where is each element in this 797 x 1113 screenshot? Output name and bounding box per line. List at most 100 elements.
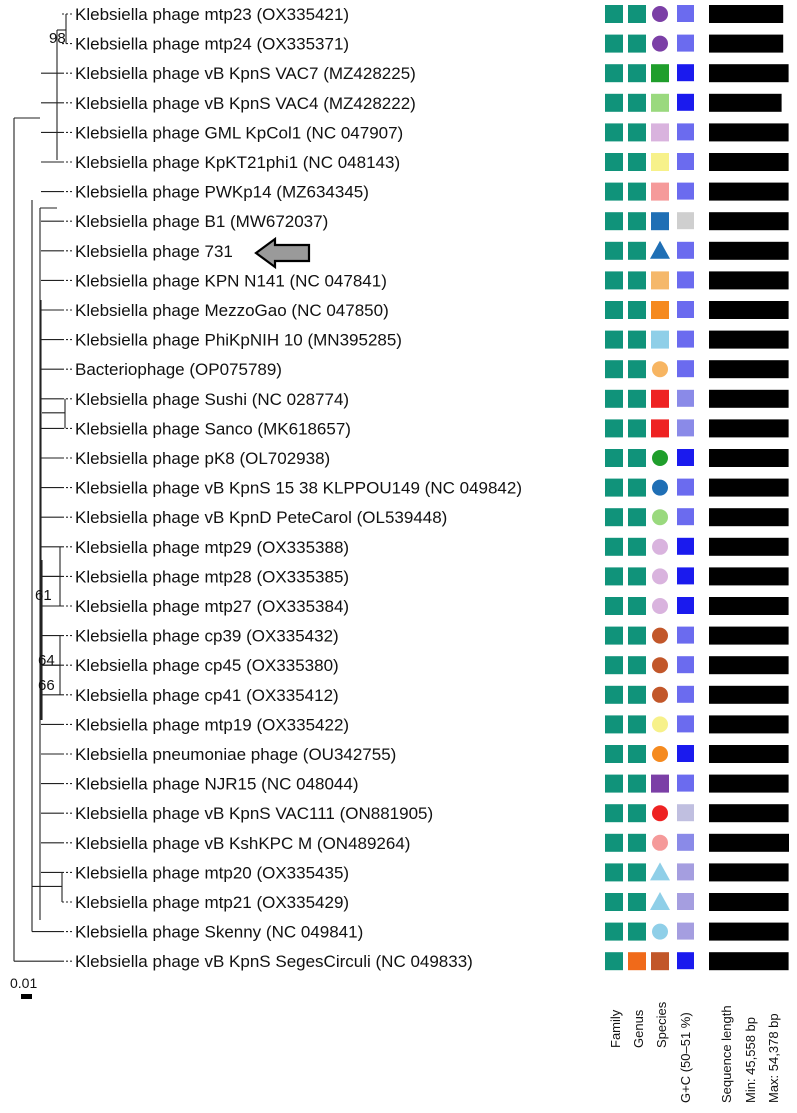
- gc-cell: [677, 863, 694, 881]
- taxon-label: Klebsiella phage vB KpnD PeteCarol (OL53…: [75, 508, 447, 527]
- taxon-label: Klebsiella phage cp41 (OX335412): [75, 686, 339, 705]
- sequence-length-bar: [709, 449, 789, 467]
- sequence-length-bar: [709, 389, 789, 408]
- gc-cell: [677, 64, 694, 82]
- sequence-length-bar: [709, 419, 789, 438]
- genus-cell: [628, 893, 646, 911]
- species-marker: [651, 419, 669, 438]
- genus-cell: [628, 212, 646, 231]
- taxon-label: Klebsiella phage cp39 (OX335432): [75, 627, 339, 646]
- genus-cell: [628, 182, 646, 201]
- sequence-length-bar: [709, 271, 789, 290]
- genus-cell: [628, 567, 646, 586]
- genus-cell: [628, 745, 646, 763]
- genus-cell: [628, 64, 646, 83]
- sequence-length-bar: [709, 626, 789, 645]
- sequence-length-bar: [709, 5, 784, 23]
- gc-cell: [677, 922, 694, 940]
- gc-cell: [677, 360, 694, 378]
- family-cell: [605, 863, 623, 882]
- sequence-length-bar: [709, 597, 789, 615]
- taxon-label: Klebsiella phage cp45 (OX335380): [75, 656, 339, 675]
- species-marker: [651, 301, 669, 319]
- genus-cell: [628, 774, 646, 793]
- genus-cell: [628, 419, 646, 438]
- sequence-length-bar: [709, 241, 789, 260]
- sequence-length-bar: [709, 212, 789, 231]
- gc-cell: [677, 656, 694, 674]
- species-marker: [652, 6, 668, 22]
- family-cell: [605, 419, 623, 438]
- species-marker: [651, 93, 669, 112]
- family-cell: [605, 301, 623, 319]
- taxon-label: Klebsiella phage pK8 (OL702938): [75, 449, 330, 468]
- gc-cell: [677, 182, 694, 200]
- sequence-length-bar: [709, 537, 789, 556]
- sequence-length-bar: [709, 685, 789, 704]
- sequence-length-bar: [709, 863, 789, 882]
- genus-cell: [628, 508, 646, 527]
- family-cell: [605, 212, 623, 231]
- column-label-species: Species: [654, 1001, 669, 1048]
- genus-cell: [628, 360, 646, 379]
- species-marker: [652, 568, 668, 585]
- species-marker: [652, 834, 668, 851]
- taxon-label: Klebsiella phage vB KpnS 15 38 KLPPOU149…: [75, 479, 522, 498]
- family-cell: [605, 922, 623, 941]
- sequence-length-bar: [709, 567, 789, 586]
- taxon-label: Klebsiella phage vB KpnS SegesCirculi (N…: [75, 952, 473, 971]
- scale-bar: 0.01: [10, 975, 37, 999]
- family-cell: [605, 833, 623, 852]
- genus-cell: [628, 715, 646, 734]
- genus-cell: [628, 34, 646, 53]
- gc-cell: [677, 833, 694, 851]
- family-cell: [605, 685, 623, 704]
- gc-cell: [677, 626, 694, 644]
- genus-cell: [628, 922, 646, 941]
- sequence-length-bar: [709, 804, 789, 823]
- bootstrap-value: 64: [38, 652, 55, 669]
- species-marker: [650, 240, 670, 259]
- family-cell: [605, 153, 623, 171]
- sequence-length-bar: [709, 508, 789, 527]
- species-marker: [651, 182, 669, 201]
- sequence-length-bar: [709, 153, 789, 171]
- species-marker: [652, 361, 668, 378]
- taxon-label: Klebsiella phage mtp24 (OX335371): [75, 35, 349, 54]
- family-cell: [605, 715, 623, 734]
- genus-cell: [628, 863, 646, 882]
- sequence-length-bar: [709, 123, 789, 142]
- gc-cell: [677, 212, 694, 230]
- family-cell: [605, 537, 623, 556]
- family-cell: [605, 123, 623, 142]
- taxon-label: Klebsiella phage Skenny (NC 049841): [75, 923, 363, 942]
- bootstrap-value: 66: [38, 677, 55, 694]
- taxon-label: Klebsiella pneumoniae phage (OU342755): [75, 745, 396, 764]
- genus-cell: [628, 241, 646, 260]
- sequence-length-bar: [709, 745, 789, 763]
- gc-cell: [677, 449, 694, 466]
- species-marker: [651, 389, 669, 408]
- family-cell: [605, 34, 623, 53]
- species-marker: [651, 271, 669, 290]
- sequence-length-bar: [709, 774, 789, 793]
- sequence-length-bar: [709, 360, 789, 379]
- gc-cell: [677, 478, 694, 496]
- taxon-label: Klebsiella phage PWKp14 (MZ634345): [75, 183, 369, 202]
- taxon-label: Klebsiella phage mtp28 (OX335385): [75, 567, 349, 586]
- species-marker: [652, 598, 668, 614]
- family-cell: [605, 745, 623, 763]
- taxon-label: Klebsiella phage mtp27 (OX335384): [75, 597, 349, 616]
- species-marker: [652, 509, 668, 526]
- taxon-label: Klebsiella phage NJR15 (NC 048044): [75, 775, 359, 794]
- taxon-label: Klebsiella phage vB KshKPC M (ON489264): [75, 834, 410, 853]
- species-marker: [652, 450, 668, 466]
- genus-cell: [628, 93, 646, 112]
- taxon-label: Klebsiella phage vB KpnS VAC111 (ON88190…: [75, 804, 433, 823]
- taxon-label: Klebsiella phage KPN N141 (NC 047841): [75, 271, 387, 290]
- column-label-genus: Genus: [631, 1009, 646, 1048]
- taxon-label: Klebsiella phage vB KpnS VAC7 (MZ428225): [75, 64, 416, 83]
- species-marker: [652, 538, 668, 555]
- genus-cell: [628, 271, 646, 290]
- sequence-length-bar: [709, 952, 789, 971]
